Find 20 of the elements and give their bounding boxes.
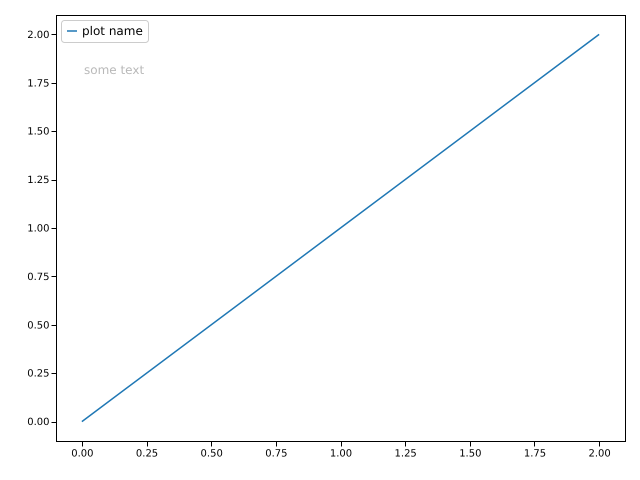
y-tick-label: 1.00 <box>27 224 50 234</box>
x-tick-label: 1.00 <box>330 448 352 460</box>
y-tick-label: 1.75 <box>27 78 50 90</box>
x-tick-label: 1.75 <box>524 448 546 460</box>
y-tick-label: 2.00 <box>27 30 50 41</box>
x-tick-label: 0.50 <box>200 448 223 460</box>
x-tick-label: 0.75 <box>265 448 288 460</box>
y-tick-label: 1.25 <box>27 175 50 186</box>
x-tick-label: 1.25 <box>394 448 417 460</box>
y-tick-label: 0.25 <box>27 368 50 380</box>
y-tick-label: 0.00 <box>27 417 50 428</box>
legend-label: plot name <box>82 24 143 38</box>
x-tick-label: 2.00 <box>588 448 611 460</box>
x-tick-label: 0.00 <box>71 448 94 460</box>
y-tick-label: 0.75 <box>27 272 50 283</box>
x-tick-label: 0.25 <box>136 448 158 460</box>
y-tick-label: 1.50 <box>27 126 50 138</box>
annotation: some text <box>84 63 144 77</box>
y-tick-label: 0.50 <box>27 320 50 332</box>
x-tick-label: 1.50 <box>459 448 482 460</box>
